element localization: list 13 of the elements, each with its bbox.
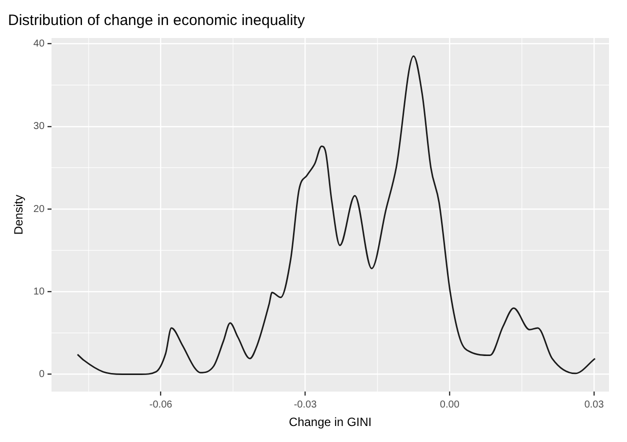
y-tick-label: 20 — [33, 204, 45, 215]
chart-title: Distribution of change in economic inequality — [8, 12, 306, 30]
y-tick-label: 0 — [38, 369, 45, 380]
y-tick-label: 30 — [33, 121, 45, 132]
y-tick-label: 40 — [33, 38, 45, 50]
x-tick-label: 0.00 — [440, 399, 460, 410]
x-axis-title: Change in GINI — [288, 415, 372, 430]
y-axis-title: Density — [12, 194, 26, 235]
x-tick-label: 0.03 — [584, 399, 604, 410]
line-series — [76, 55, 596, 375]
x-tick-label: -0.06 — [149, 399, 173, 410]
y-tick-label: 10 — [33, 286, 45, 298]
x-tick-label: -0.03 — [294, 399, 318, 410]
